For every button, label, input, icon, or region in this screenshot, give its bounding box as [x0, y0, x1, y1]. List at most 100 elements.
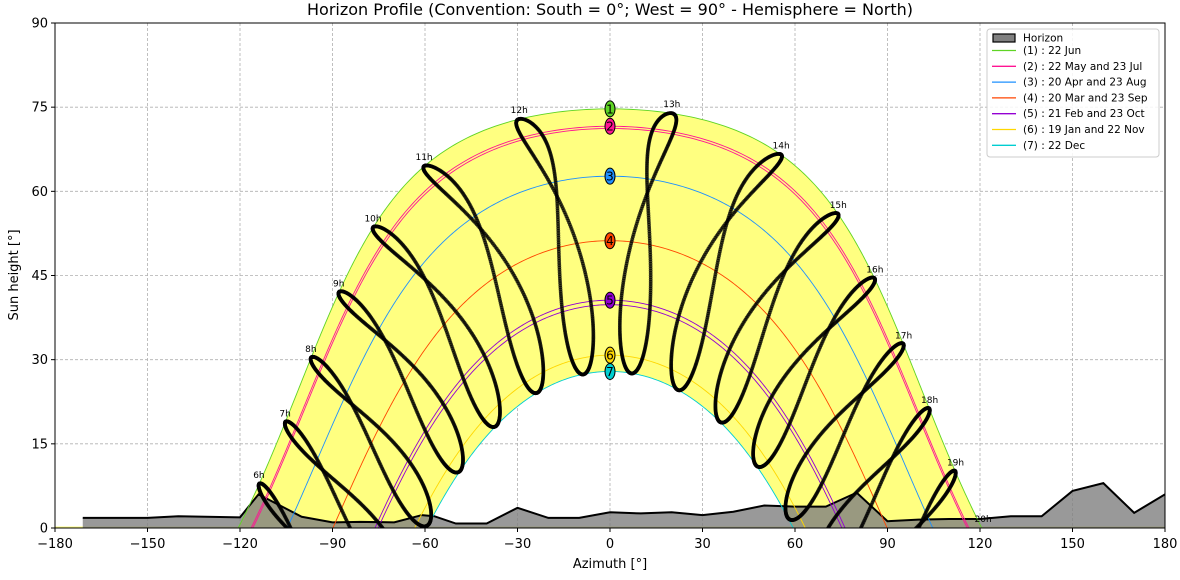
- y-tick-label: 75: [31, 101, 48, 116]
- analemma-point: [855, 535, 859, 539]
- analemma-point: [981, 528, 985, 532]
- analemma-point: [288, 529, 292, 533]
- series-marker-4: [604, 232, 616, 250]
- analemma-point: [384, 530, 388, 534]
- hour-label: 19h: [947, 459, 964, 469]
- hour-label: 18h: [921, 396, 938, 406]
- legend-label-5: (5) : 21 Feb and 23 Oct: [1023, 108, 1145, 120]
- analemma-15h: [713, 211, 841, 425]
- x-tick-label: 30: [694, 537, 711, 552]
- analemma-point: [981, 528, 985, 532]
- hour-label: 14h: [773, 142, 790, 152]
- analemma-point: [384, 531, 388, 535]
- legend-label-7: (7) : 22 Dec: [1023, 140, 1085, 152]
- hour-label: 17h: [895, 331, 912, 341]
- x-tick-label: −120: [222, 537, 258, 552]
- x-tick-label: −150: [130, 537, 166, 552]
- analemma-point: [821, 535, 825, 539]
- analemma-point: [982, 531, 986, 535]
- analemma-point: [291, 531, 295, 535]
- analemma-point: [822, 533, 826, 537]
- x-tick-label: 0: [606, 537, 614, 552]
- analemma-point: [577, 371, 582, 376]
- series-marker-label: 4: [606, 234, 614, 248]
- analemma-point: [908, 533, 912, 537]
- sun-path-band: [238, 108, 982, 528]
- analemma-point: [979, 528, 983, 532]
- y-tick-label: 30: [31, 353, 48, 368]
- analemma-point: [974, 532, 978, 536]
- analemma-point: [714, 414, 719, 419]
- y-tick-label: 15: [31, 437, 48, 452]
- analemma-point: [293, 534, 297, 538]
- analemma-point: [978, 529, 982, 533]
- analemma-point: [909, 532, 913, 536]
- analemma-point: [911, 530, 915, 534]
- series-marker-label: 2: [606, 120, 614, 134]
- analemma-point: [531, 390, 536, 395]
- analemma-point: [854, 537, 858, 541]
- x-tick-label: 90: [879, 537, 896, 552]
- y-tick-label: 60: [31, 185, 48, 200]
- analemma-point: [913, 536, 917, 540]
- analemma-point: [982, 530, 986, 534]
- hour-label: 7h: [279, 409, 290, 419]
- analemma-point: [291, 532, 295, 536]
- analemma-point: [353, 536, 357, 540]
- x-tick-label: 120: [968, 537, 993, 552]
- analemma-point: [982, 529, 986, 533]
- hour-label: 9h: [333, 279, 344, 289]
- analemma-point: [294, 535, 298, 539]
- analemma-point: [857, 530, 861, 534]
- analemma-point: [387, 536, 391, 540]
- analemma-point: [914, 532, 918, 536]
- legend-frame: [986, 28, 1160, 158]
- analemma-7h: [282, 419, 391, 540]
- analemma-point: [823, 532, 827, 536]
- series-marker-label: 1: [606, 102, 614, 116]
- analemma-point: [383, 529, 387, 533]
- x-tick-label: 150: [1060, 537, 1085, 552]
- analemma-point: [386, 533, 390, 537]
- legend-swatch-horizon: [992, 33, 1016, 43]
- x-tick-label: −60: [411, 537, 438, 552]
- analemma-point: [295, 536, 299, 540]
- analemma-point: [982, 531, 986, 535]
- analemma-point: [906, 534, 910, 538]
- analemma-6h: [256, 481, 299, 540]
- y-tick-label: 90: [31, 17, 48, 32]
- analemma-point: [350, 529, 354, 533]
- analemma-14h: [669, 151, 784, 393]
- analemma-point: [822, 534, 826, 538]
- hour-label: 16h: [866, 266, 883, 276]
- series-marker-label: 3: [606, 170, 614, 184]
- analemma-point: [490, 425, 495, 429]
- analemma-point: [975, 532, 979, 536]
- x-axis-label: Azimuth [°]: [573, 557, 647, 572]
- analemma-11h: [421, 163, 546, 396]
- analemma-point: [424, 524, 429, 528]
- series-marker-label: 6: [606, 349, 614, 363]
- analemma-point: [905, 535, 909, 539]
- series-marker-3: [604, 167, 616, 185]
- analemma-point: [976, 531, 980, 535]
- x-tick-label: −30: [504, 537, 531, 552]
- analemma-point: [292, 533, 296, 537]
- x-tick-label: −90: [319, 537, 346, 552]
- hour-label: 15h: [830, 201, 847, 211]
- analemma-19h: [905, 468, 958, 540]
- analemma-point: [824, 531, 828, 535]
- analemma-point: [982, 530, 986, 534]
- analemma-point: [292, 533, 296, 537]
- analemma-point: [981, 529, 985, 533]
- analemma-point: [858, 529, 862, 533]
- analemma-point: [981, 528, 985, 532]
- analemma-point: [975, 531, 979, 535]
- analemma-point: [910, 531, 914, 535]
- analemma-point: [821, 536, 825, 540]
- analemma-point: [982, 530, 986, 534]
- legend: Horizon(1) : 22 Jun(2) : 22 May and 23 J…: [986, 28, 1160, 158]
- analemma-17h: [783, 341, 906, 522]
- analemma-point: [287, 528, 291, 532]
